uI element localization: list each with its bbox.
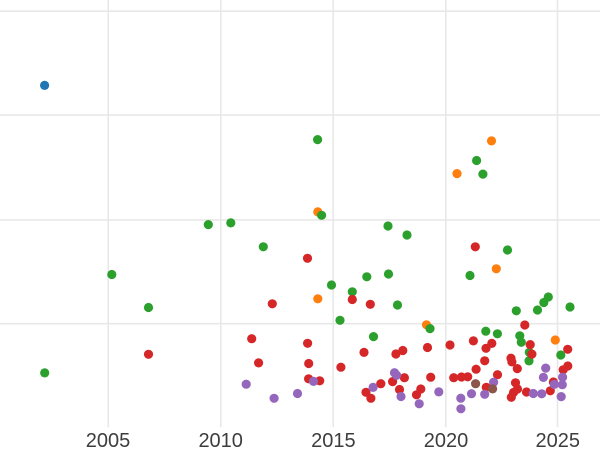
svg-text:2025: 2025 (536, 430, 581, 450)
svg-text:2005: 2005 (86, 430, 131, 450)
svg-text:2015: 2015 (311, 430, 356, 450)
svg-text:2010: 2010 (198, 430, 243, 450)
svg-text:2020: 2020 (424, 430, 469, 450)
